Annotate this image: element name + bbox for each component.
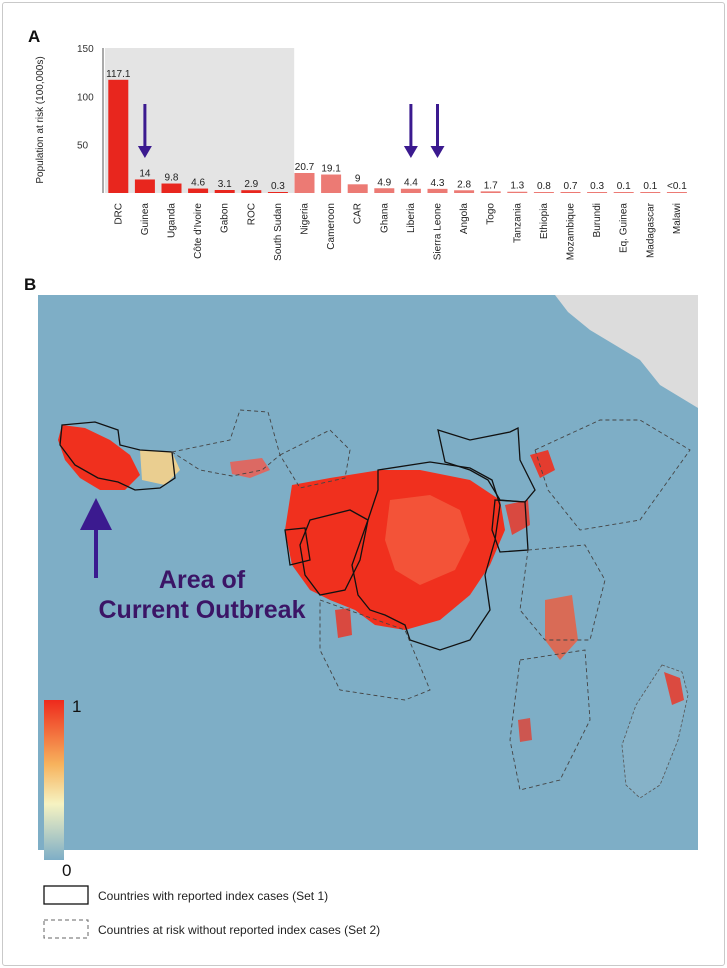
outbreak-label-line2: Current Outbreak (99, 596, 306, 624)
arrowhead (430, 146, 445, 158)
bar-nigeria (294, 172, 315, 193)
category-label: Eq. Guinea (619, 203, 630, 253)
set1-borders (59, 421, 536, 651)
category-label: Madagascar (645, 202, 656, 258)
arrowhead (137, 146, 152, 158)
arrowhead (403, 146, 418, 158)
value-label: 4.4 (404, 178, 418, 189)
bar-drc (108, 79, 129, 193)
y-axis-label: Population at risk (100,000s) (35, 56, 46, 183)
bar-uganda (161, 183, 182, 193)
category-label: Uganda (167, 203, 178, 238)
category-label: Togo (486, 203, 497, 225)
value-label: 9 (355, 173, 361, 184)
value-label: 14 (139, 168, 151, 179)
bar-guinea (134, 179, 155, 193)
category-label: Ethiopia (539, 203, 550, 240)
value-label: 3.1 (218, 179, 232, 190)
category-label: Gabon (220, 203, 231, 233)
bar-ethiopia (533, 192, 554, 193)
scale-min-label: 0 (62, 861, 71, 880)
category-label: Liberia (406, 203, 417, 233)
africa-risk-map: 1 0 Area of Current Outbreak (38, 295, 698, 880)
nodata-region (555, 295, 698, 408)
legend-set1-swatch (43, 885, 89, 905)
bar-c-te-d-ivoire (188, 188, 209, 193)
y-ticks: 50 100 150 (77, 44, 94, 152)
value-label: 1.3 (510, 181, 524, 192)
category-label: Côte d'Ivoire (193, 203, 204, 259)
bar-ghana (374, 188, 395, 193)
value-label: 9.8 (165, 173, 179, 184)
value-label: 1.7 (484, 180, 498, 191)
bar-sierra-leone (427, 188, 448, 193)
risk-zones (58, 425, 684, 742)
bar-mozambique (560, 192, 581, 193)
legend-set2-label: Countries at risk without reported index… (98, 923, 380, 937)
bar-car (347, 184, 368, 193)
category-label: South Sudan (273, 203, 284, 261)
category-label: Ghana (379, 203, 390, 233)
bar-liberia (400, 188, 421, 193)
category-label: Burundi (592, 203, 603, 237)
value-label: 0.3 (271, 181, 285, 192)
category-label: Sierra Leone (433, 203, 444, 261)
outbreak-label-line1: Area of (159, 566, 246, 594)
set2-borders (170, 409, 691, 791)
value-label: 20.7 (295, 162, 315, 173)
bar-tanzania (507, 191, 528, 193)
bar-south-sudan (267, 192, 288, 193)
value-label: 0.3 (590, 181, 604, 192)
value-label: 117.1 (106, 69, 131, 80)
value-label: 0.1 (617, 181, 631, 192)
y-tick-label: 100 (77, 92, 94, 103)
bar-cameroon (321, 174, 342, 193)
value-labels: 117.1 14 9.8 4.6 3.1 2.9 0.3 20.7 19.1 9 4.9 4.4 4.3… (106, 69, 687, 192)
bar-angola (454, 190, 475, 193)
value-label: <0.1 (667, 181, 687, 192)
value-label: 4.3 (431, 178, 445, 189)
scale-max-label: 1 (72, 697, 81, 716)
category-label: CAR (353, 203, 364, 224)
bar-roc (241, 190, 262, 193)
category-label: Nigeria (300, 203, 311, 235)
color-scale-bar (44, 700, 64, 860)
panel-b-label: B (24, 275, 36, 294)
category-label: Tanzania (512, 203, 523, 243)
category-label: Guinea (140, 203, 151, 236)
value-label: 4.6 (191, 178, 205, 189)
value-label: 2.8 (457, 179, 471, 190)
map-legend: Countries with reported index cases (Set… (43, 885, 380, 939)
panel-a-label: A (28, 27, 40, 46)
bar-togo (480, 191, 501, 193)
category-label: Cameroon (326, 203, 337, 250)
category-labels: DRC Guinea Uganda Côte d'Ivoire Gabon ROC Sout… (113, 202, 683, 260)
legend-set1-label: Countries with reported index cases (Set… (98, 889, 328, 903)
bar-madagascar (640, 192, 661, 193)
category-label: Malawi (672, 203, 683, 234)
value-label: 2.9 (244, 179, 258, 190)
value-label: 0.7 (564, 181, 578, 192)
value-label: 0.1 (643, 181, 657, 192)
set1-shaded-region (105, 48, 295, 193)
bar-gabon (214, 190, 235, 193)
bar-eq-guinea (613, 192, 634, 193)
outbreak-arrows (137, 104, 445, 158)
y-tick-label: 150 (77, 44, 94, 55)
value-label: 0.8 (537, 181, 551, 192)
bar-malawi (666, 192, 687, 193)
value-label: 19.1 (321, 164, 341, 175)
bar-chart: 50 100 150 117.1 14 9.8 4.6 3.1 2.9 0.3 20.7 19.1 9… (35, 44, 687, 261)
bar-burundi (587, 192, 608, 193)
category-label: Angola (459, 203, 470, 235)
value-label: 4.9 (377, 177, 391, 188)
category-label: ROC (246, 203, 257, 225)
category-label: DRC (113, 203, 124, 225)
bars (108, 79, 687, 193)
category-label: Mozambique (566, 203, 577, 261)
y-tick-label: 50 (77, 141, 89, 152)
legend-set2-swatch (43, 919, 89, 939)
